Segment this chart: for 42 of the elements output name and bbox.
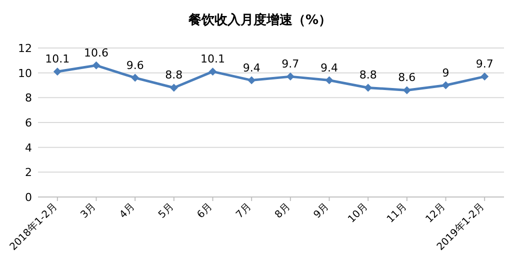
data-label: 10.1 [200, 52, 225, 66]
point [325, 76, 334, 84]
point [208, 68, 217, 76]
point [131, 74, 140, 82]
point [248, 76, 256, 84]
data-label: 9 [442, 66, 450, 80]
point [53, 68, 62, 76]
y-tick-label: 4 [25, 141, 32, 154]
point [170, 84, 178, 92]
data-label: 8.6 [398, 71, 416, 84]
data-label: 9.7 [282, 58, 300, 71]
x-tick-label: 4月 [118, 201, 138, 221]
point [364, 84, 372, 92]
x-tick-label: 8月 [273, 201, 293, 221]
data-label: 8.8 [359, 68, 377, 82]
x-tick-label: 6月 [196, 201, 215, 221]
x-tick-label: 10月 [346, 201, 370, 226]
data-label: 9.4 [320, 61, 338, 74]
y-tick-label: 2 [25, 166, 32, 180]
y-tick-label: 8 [25, 92, 32, 105]
y-tick-label: 0 [25, 191, 32, 204]
y-tick-label: 10 [18, 66, 32, 80]
point [480, 72, 489, 81]
x-tick-label: 5月 [156, 201, 176, 221]
point [92, 61, 100, 70]
y-tick-label: 12 [18, 42, 32, 55]
x-tick-label: 12月 [424, 201, 448, 226]
data-label: 9.6 [126, 58, 144, 72]
data-label: 10.6 [84, 46, 108, 60]
x-tick-label: 7月 [234, 201, 254, 221]
point [286, 72, 294, 81]
point [402, 86, 411, 94]
data-label: 10.1 [45, 52, 70, 66]
x-tick-label: 3月 [79, 201, 98, 221]
x-tick-label: 11月 [385, 201, 410, 226]
data-label: 9.7 [476, 58, 494, 71]
y-tick-label: 6 [25, 116, 32, 130]
data-label: 8.8 [165, 68, 183, 82]
x-tick-label: 9月 [312, 201, 332, 221]
data-label: 9.4 [242, 61, 260, 74]
chart-title: 餐饮收入月度增速（%） [187, 12, 332, 28]
point [442, 81, 450, 90]
